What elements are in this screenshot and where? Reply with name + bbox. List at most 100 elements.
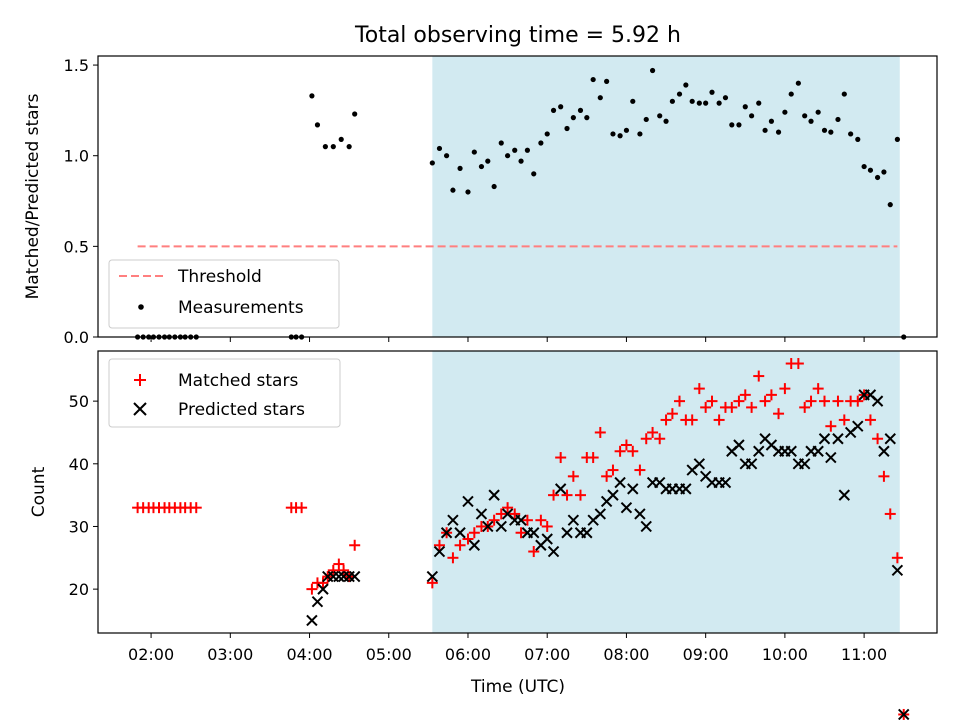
legend-measurements-swatch [138, 304, 144, 310]
matched-star-point [601, 470, 613, 482]
ratio-panel: 0.0 0.5 1.0 1.5 Matched/Predicted stars Thr… [23, 55, 938, 347]
predicted-star-point [488, 489, 500, 501]
measurement-point [788, 91, 794, 97]
predicted-star-point [567, 514, 580, 526]
x-tick-label: 03:00 [207, 645, 253, 664]
measurement-point [848, 131, 854, 137]
x-tick-label: 05:00 [366, 645, 412, 664]
predicted-star-point [620, 501, 633, 514]
matched-star-point [872, 433, 884, 445]
matched-star-point [884, 508, 896, 520]
measurement-point [821, 127, 828, 133]
matched-star-point [647, 426, 659, 438]
predicted-star-point [462, 495, 474, 508]
predicted-star-point [482, 520, 494, 533]
matched-star-point [812, 383, 824, 395]
measurement-point [465, 189, 471, 195]
measurement-point [524, 147, 531, 153]
x-axis-label: Time (UTC) [470, 677, 565, 697]
measurement-point [722, 95, 729, 101]
ratio-axes-frame [97, 55, 938, 338]
measurement-point [491, 183, 497, 190]
matched-star-point [296, 502, 308, 514]
measurement-point [498, 140, 504, 146]
measurement-point [669, 98, 675, 104]
legend-matched-swatch [134, 374, 146, 386]
matched-star-point [548, 489, 560, 501]
ratio-legend-box [108, 259, 340, 329]
x-tick-label: 10:00 [762, 645, 808, 664]
matched-star-point [832, 395, 844, 407]
predicted-star-point [515, 514, 527, 526]
measurement-point [716, 100, 722, 106]
matched-star-point [594, 426, 606, 438]
predicted-star-point [468, 539, 481, 551]
matched-star-point [447, 552, 459, 564]
matched-star-point [660, 414, 672, 426]
measurement-point [518, 158, 524, 164]
measurement-point [643, 116, 649, 123]
predicted-star-point [333, 570, 345, 583]
matched-star-point [818, 395, 830, 407]
predicted-star-point [614, 476, 626, 489]
predicted-star-point [640, 520, 652, 533]
predicted-star-point [495, 520, 507, 533]
observing-span-shade [432, 56, 900, 337]
matched-star-point [627, 445, 639, 457]
predicted-star-point [878, 445, 890, 457]
measurement-point [815, 109, 821, 115]
measurement-point [808, 118, 814, 124]
matched-star-point [891, 552, 903, 564]
matched-star-point [614, 445, 626, 457]
matched-star-point [759, 395, 771, 407]
measurement-point [338, 136, 344, 142]
ratio-y-tick-label: 0.5 [64, 237, 89, 256]
measurement-point [729, 122, 735, 128]
count-y-tick-label: 50 [69, 392, 89, 411]
matched-star-point [502, 502, 514, 514]
measurement-point [709, 89, 715, 95]
ratio-legend: Threshold Measurements [108, 259, 340, 329]
measurement-point [597, 95, 603, 101]
matched-star-point [805, 395, 817, 407]
predicted-star-point [832, 433, 844, 445]
predicted-star-point [627, 483, 639, 495]
count-panel: 20 30 40 50 02:00 03:00 04:00 05:00 06:00 07:00 0… [29, 350, 938, 720]
matched-star-point [349, 539, 361, 551]
matched-star-point [454, 539, 466, 551]
predicted-star-point [898, 708, 910, 720]
x-tick-label: 11:00 [841, 645, 887, 664]
matched-star-point [674, 395, 686, 407]
predicted-star-point [475, 508, 488, 520]
matched-star-point [799, 401, 811, 413]
measurement-point [835, 116, 841, 123]
count-y-tick-label: 40 [69, 455, 89, 474]
matched-star-point [488, 514, 500, 526]
measurement-point [749, 113, 755, 119]
measurement-point [485, 158, 491, 164]
measurement-point [538, 140, 544, 146]
measurement-point [663, 118, 669, 124]
measurement-point [544, 131, 550, 137]
count-y-tick-label: 20 [69, 580, 89, 599]
measurement-point [841, 91, 847, 97]
legend-matched-label: Matched stars [178, 371, 298, 391]
matched-star-point [561, 489, 573, 501]
matched-star-point [746, 401, 758, 413]
measurement-point [630, 98, 636, 104]
matched-star-point [509, 508, 521, 520]
predicted-star-point [825, 451, 837, 464]
matched-star-point [541, 520, 553, 532]
measurement-point [657, 113, 663, 119]
matched-star-point [338, 564, 350, 576]
matched-star-point [495, 508, 507, 520]
matched-star-point [713, 414, 725, 426]
predicted-star-point [554, 483, 567, 495]
measurement-point [590, 76, 596, 83]
measurement-point [570, 115, 576, 121]
matched-star-point [515, 527, 527, 539]
measurement-point [782, 109, 788, 115]
matched-star-point [462, 533, 474, 545]
matched-star-point [686, 414, 698, 426]
